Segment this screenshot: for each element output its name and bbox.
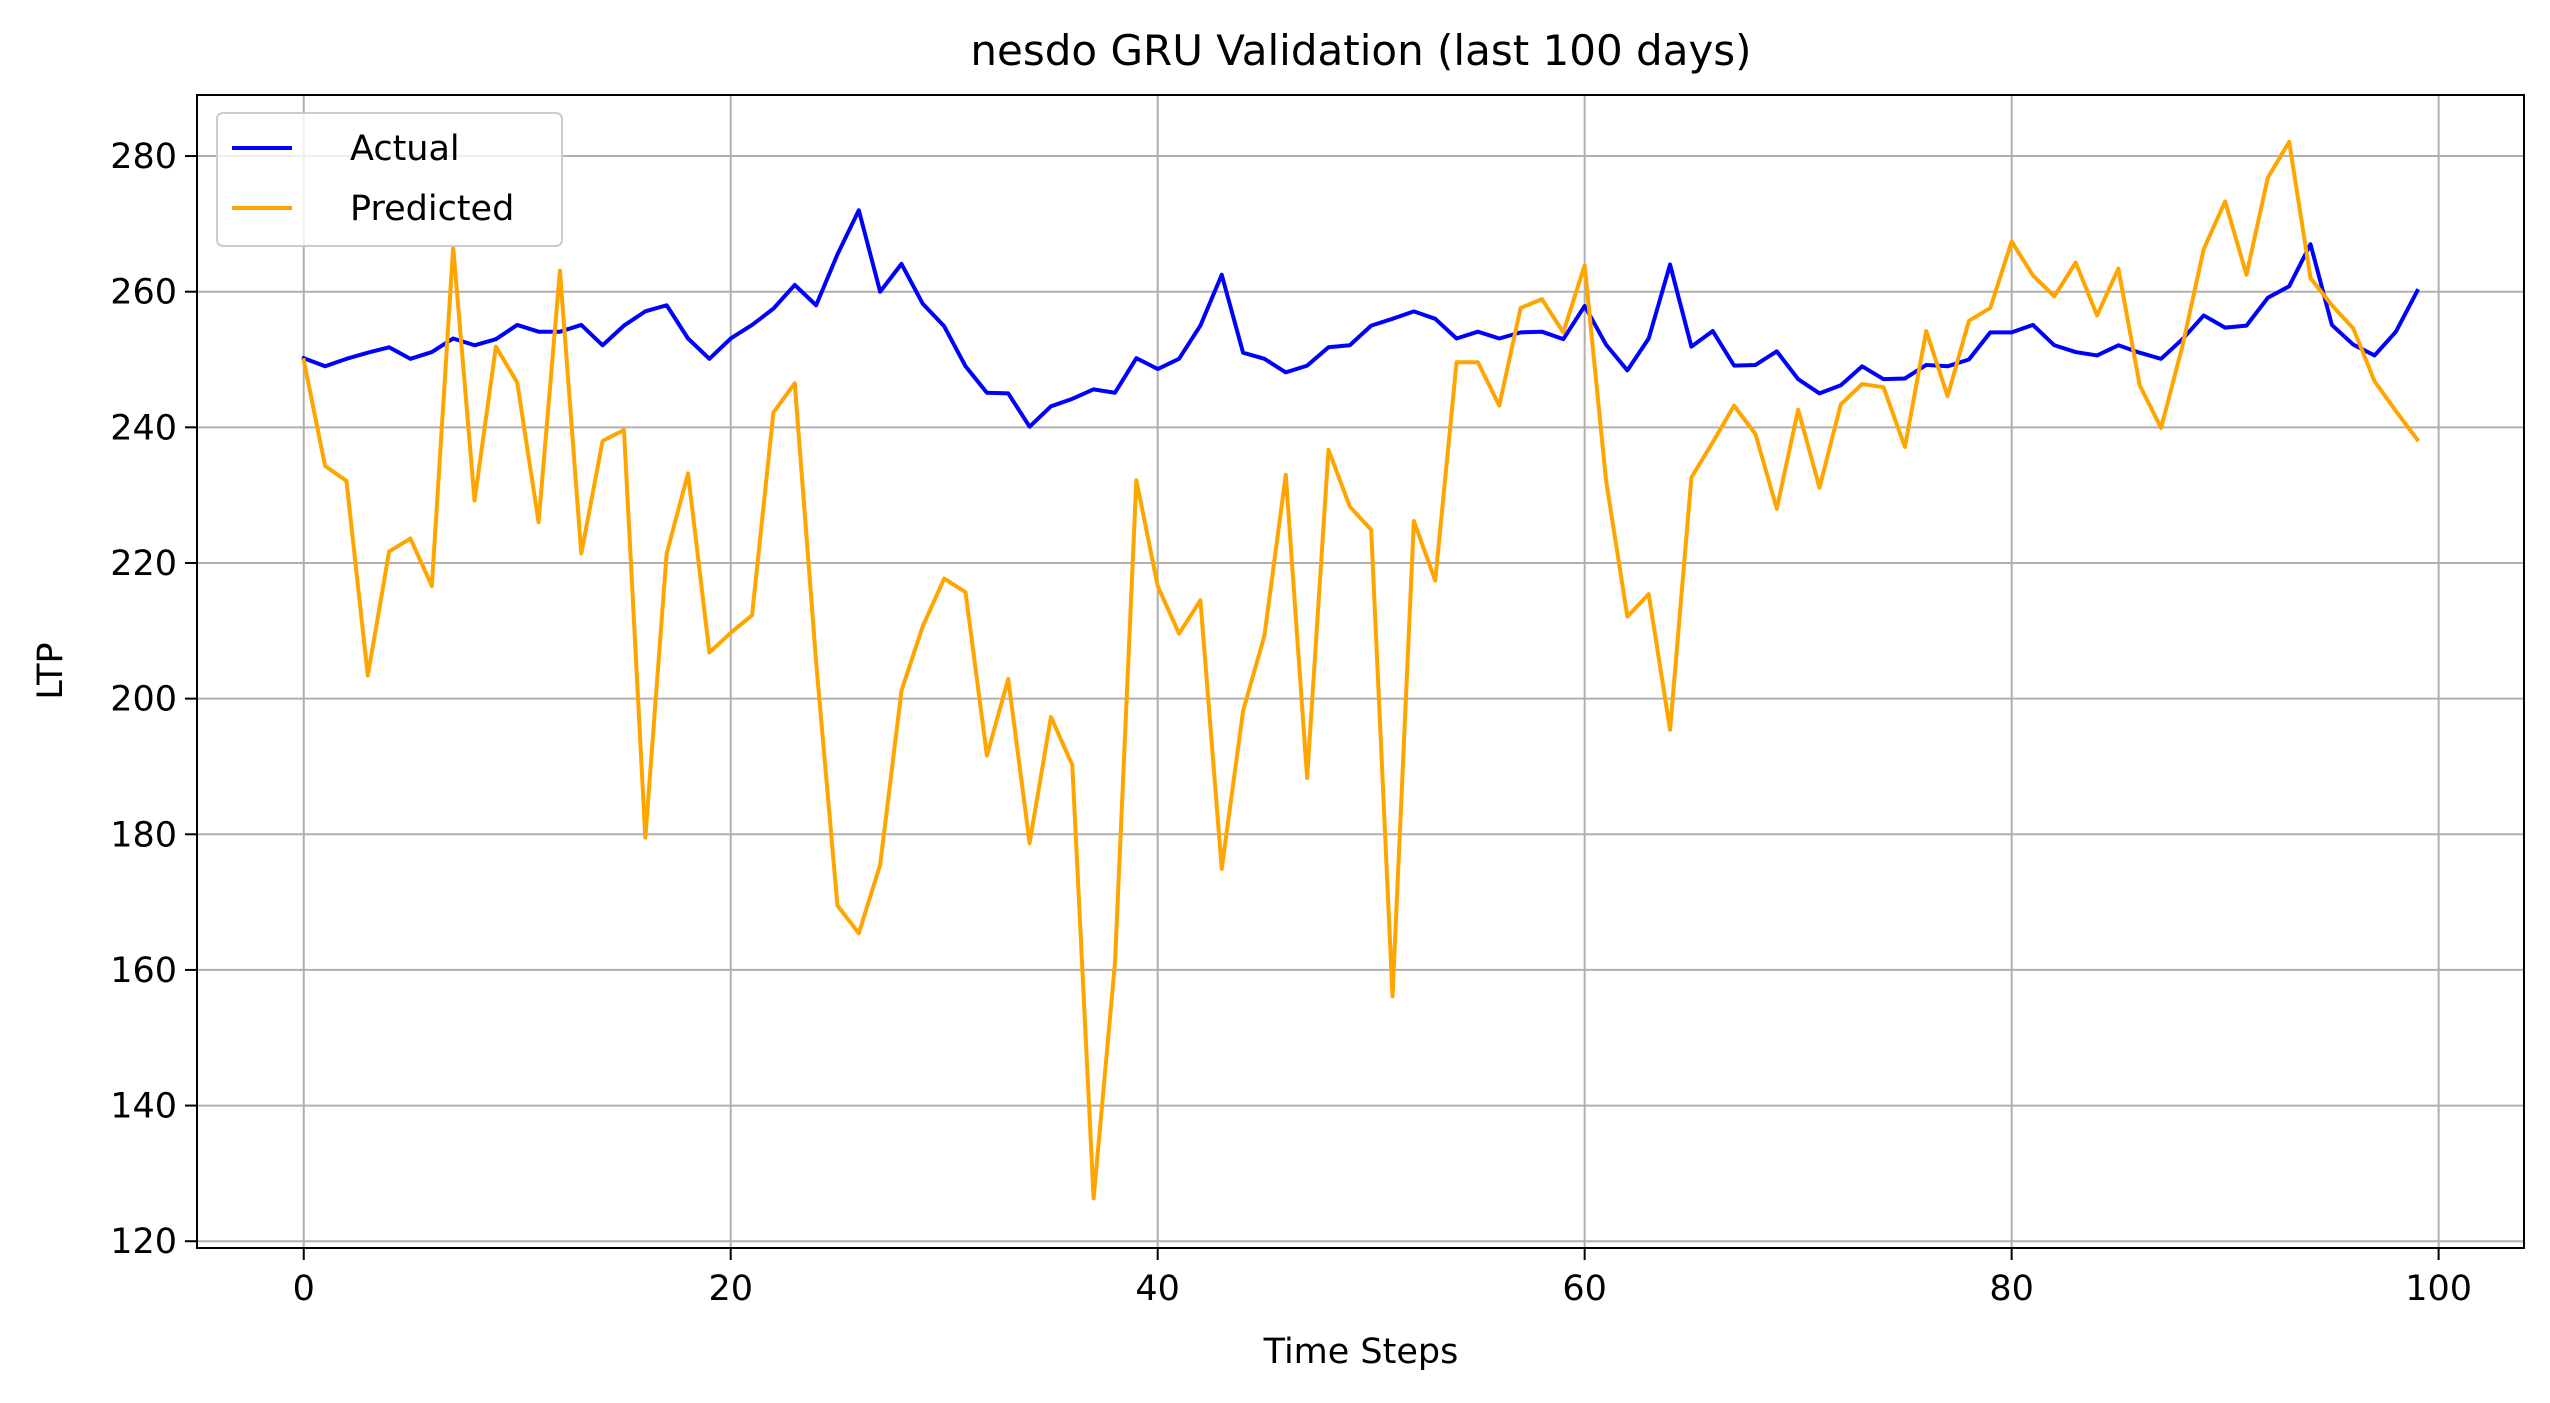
x-tick-label: 80	[1989, 1269, 2034, 1309]
x-axis-label: Time Steps	[1263, 1332, 1459, 1372]
y-tick-label: 160	[110, 951, 177, 991]
x-tick-label: 40	[1135, 1269, 1180, 1309]
x-tick-label: 100	[2405, 1269, 2472, 1309]
x-tick-label: 60	[1562, 1269, 1607, 1309]
grid	[197, 95, 2524, 1248]
y-tick-label: 180	[110, 815, 177, 855]
plot-frame	[196, 94, 2525, 1249]
y-axis-label: LTP	[31, 642, 71, 699]
series-line-actual	[301, 208, 2420, 429]
legend-box	[216, 112, 563, 247]
legend-label-actual: Actual	[350, 129, 460, 169]
y-tick-label: 140	[110, 1087, 177, 1127]
chart-title: nesdo GRU Validation (last 100 days)	[970, 26, 1751, 75]
y-tick-label: 260	[110, 273, 177, 313]
y-tick-label: 200	[110, 680, 177, 720]
y-tick-label: 240	[110, 408, 177, 448]
y-tick-label: 120	[110, 1222, 177, 1262]
axis-ticks: 0 20 40 60 80 100 120 140 160 180 200 220 240 260 280	[110, 137, 2472, 1309]
series-line-predicted	[301, 139, 2421, 1201]
x-tick-label: 0	[293, 1269, 315, 1309]
x-tick-label: 20	[708, 1269, 753, 1309]
y-tick-label: 280	[110, 137, 177, 177]
legend-label-predicted: Predicted	[350, 189, 514, 229]
y-tick-label: 220	[110, 544, 177, 584]
series-lines	[301, 139, 2421, 1201]
legend: Actual Predicted	[216, 112, 563, 247]
